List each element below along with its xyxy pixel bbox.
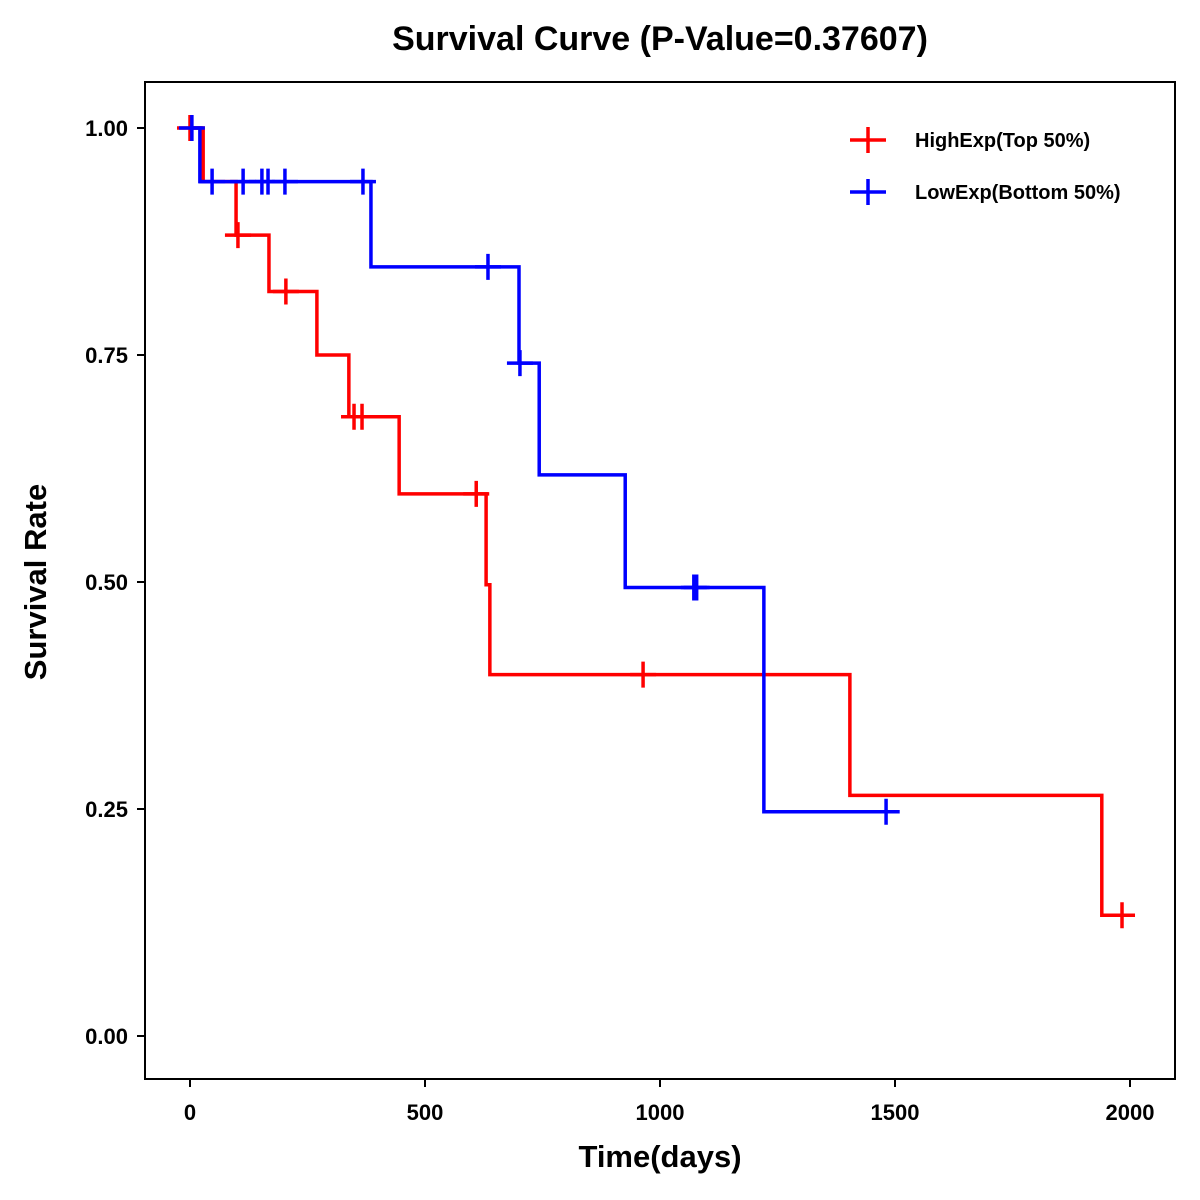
censor-mark <box>683 574 710 601</box>
censor-mark <box>224 222 251 249</box>
censor-mark <box>349 168 376 195</box>
censor-mark <box>349 403 376 430</box>
x-tick-label: 1500 <box>871 1100 920 1125</box>
legend-label: HighExp(Top 50%) <box>915 130 1090 152</box>
censor-mark <box>272 278 299 305</box>
x-tick-label: 1000 <box>636 1100 685 1125</box>
censor-mark <box>463 480 490 507</box>
y-tick-label: 0.25 <box>85 797 128 822</box>
legend-label: LowExp(Bottom 50%) <box>915 182 1121 204</box>
y-tick-label: 0.50 <box>85 570 128 595</box>
y-tick-label: 0.75 <box>85 343 128 368</box>
survival-line-low <box>190 126 900 814</box>
survival-line-high <box>190 126 1130 917</box>
censor-mark <box>199 168 226 195</box>
y-axis-label: Survival Rate <box>18 484 53 680</box>
x-axis-label: Time(days) <box>578 1139 741 1174</box>
y-tick-label: 1.00 <box>85 116 128 141</box>
y-tick-label: 0.00 <box>85 1024 128 1049</box>
censor-mark <box>178 115 205 141</box>
censor-mark <box>630 661 657 688</box>
chart-title: Survival Curve (P-Value=0.37607) <box>392 20 928 58</box>
plot-frame <box>144 81 1176 1080</box>
censor-mark <box>873 798 900 825</box>
x-tick-label: 0 <box>184 1100 196 1125</box>
legend-key <box>850 127 886 153</box>
censor-mark <box>1109 902 1136 929</box>
legend-key <box>850 179 886 205</box>
x-tick-label: 500 <box>407 1100 444 1125</box>
censor-mark <box>474 253 501 280</box>
x-tick-label: 2000 <box>1106 1100 1155 1125</box>
censor-mark <box>506 350 533 377</box>
censor-mark <box>271 168 298 195</box>
